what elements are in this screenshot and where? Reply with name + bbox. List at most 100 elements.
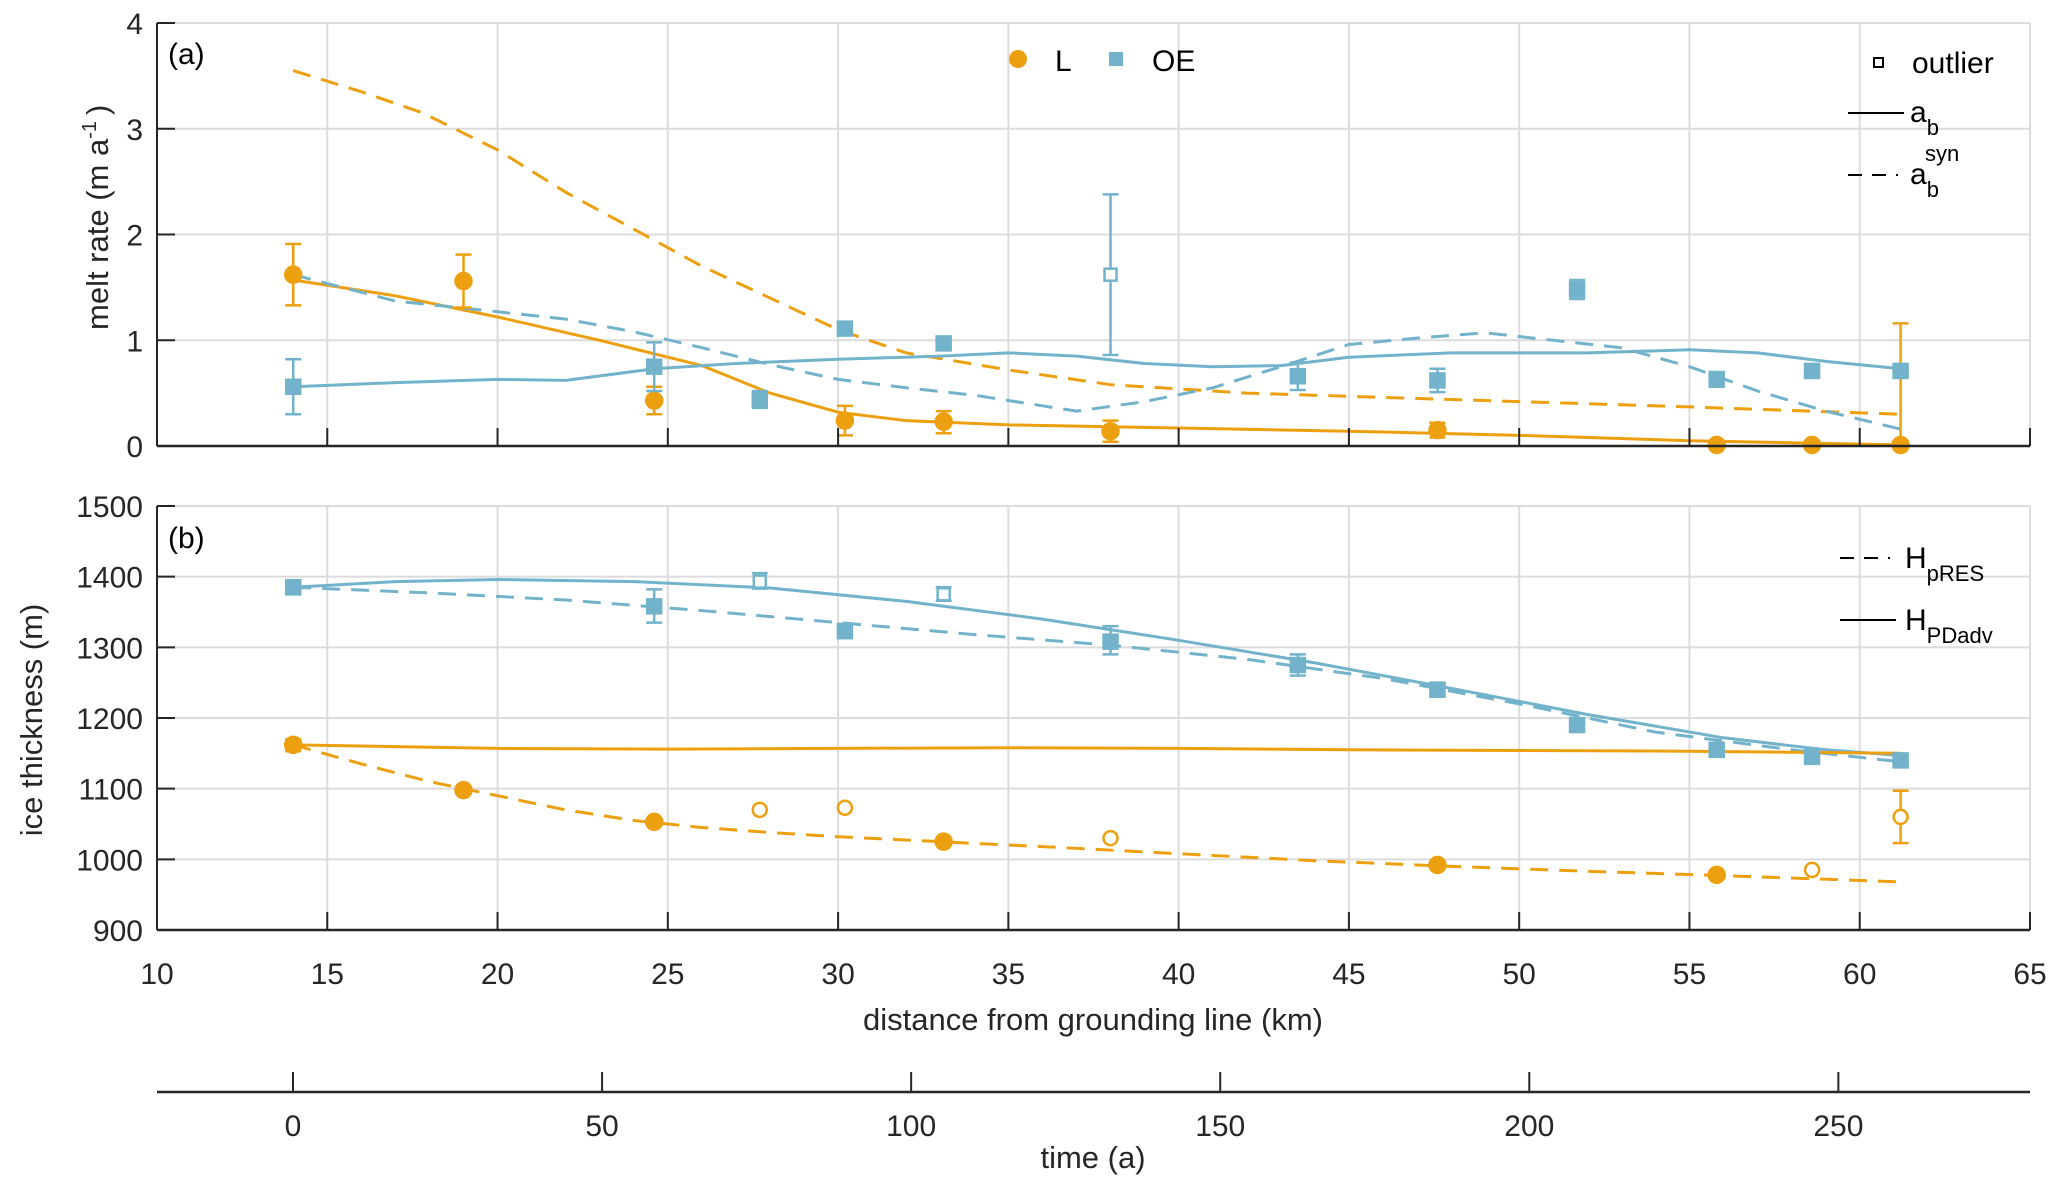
time-tick-label: 250 bbox=[1813, 1110, 1863, 1143]
time-tick-label: 150 bbox=[1195, 1110, 1245, 1143]
x-tick-label: 30 bbox=[821, 958, 854, 991]
data-point-L bbox=[1428, 855, 1447, 875]
legend-markers-a: L OE bbox=[1009, 45, 1195, 78]
legend-HPDadv-label: HPDadv bbox=[1905, 604, 1993, 648]
data-point-OE bbox=[1803, 748, 1821, 766]
points-layer bbox=[283, 193, 1910, 885]
data-point-OE bbox=[935, 335, 952, 352]
x-tick-label: 45 bbox=[1332, 958, 1365, 991]
data-point-L bbox=[934, 412, 953, 431]
legend-ab-label: ab bbox=[1910, 96, 1939, 140]
y-tick-label: 0 bbox=[126, 431, 143, 464]
legend-outlier-marker bbox=[1873, 57, 1884, 68]
data-point-OE bbox=[1708, 741, 1725, 759]
legend-L-marker bbox=[1009, 50, 1027, 68]
series-line-l-a-b bbox=[292, 278, 1901, 447]
data-point-OE bbox=[1429, 681, 1446, 698]
data-point-OE bbox=[284, 378, 302, 396]
data-point-OE bbox=[645, 598, 663, 615]
data-point-L bbox=[1892, 808, 1909, 826]
x-tick-label: 15 bbox=[311, 958, 344, 991]
y-tick-label: 1100 bbox=[78, 774, 143, 807]
data-point-OE bbox=[1103, 267, 1118, 282]
panel-a-label: (a) bbox=[168, 38, 205, 71]
series-line-l-h-pres bbox=[292, 743, 1901, 884]
data-point-OE bbox=[645, 358, 663, 375]
data-point-OE bbox=[836, 622, 854, 640]
legend-L-label: L bbox=[1055, 45, 1072, 78]
data-point-OE bbox=[936, 587, 951, 602]
x-tick-label: 10 bbox=[140, 958, 173, 991]
x-tick-label: 40 bbox=[1162, 958, 1195, 991]
data-point-L bbox=[1803, 861, 1821, 879]
legend-HpRES-label: HpRES bbox=[1905, 542, 1984, 586]
grid-layer bbox=[156, 22, 2031, 931]
series-line-oe-h-pres bbox=[293, 585, 1901, 764]
legend-OE-label: OE bbox=[1152, 45, 1195, 78]
data-point-L bbox=[835, 411, 855, 430]
y-tick-label: 900 bbox=[93, 915, 143, 948]
x-tick-label: 60 bbox=[1843, 958, 1876, 991]
y-tick-label: 4 bbox=[126, 8, 143, 41]
data-point-L bbox=[283, 735, 303, 755]
time-tick-label: 100 bbox=[886, 1110, 936, 1143]
data-point-OE bbox=[836, 320, 854, 337]
series-line-l-a-b-syn bbox=[292, 69, 1901, 416]
data-point-OE bbox=[1289, 367, 1307, 385]
data-point-L bbox=[1102, 829, 1119, 847]
data-point-OE bbox=[1708, 371, 1725, 388]
y-tick-label: 3 bbox=[126, 114, 143, 147]
data-point-L bbox=[751, 801, 769, 819]
y-axis-title-a-close: ) bbox=[80, 105, 115, 115]
y-tick-label: 1500 bbox=[76, 491, 143, 524]
data-point-OE bbox=[1429, 372, 1446, 389]
data-point-L bbox=[1428, 420, 1447, 440]
data-point-L bbox=[644, 812, 664, 832]
x-tick-label: 55 bbox=[1673, 958, 1706, 991]
time-tick-label: 200 bbox=[1504, 1110, 1554, 1143]
data-point-OE bbox=[1803, 362, 1821, 380]
data-point-L bbox=[454, 780, 473, 800]
data-point-OE bbox=[1568, 716, 1586, 734]
data-point-L bbox=[1101, 421, 1120, 441]
data-point-L bbox=[454, 271, 473, 291]
data-point-OE bbox=[1568, 281, 1586, 298]
y-axis-title-a-main: melt rate (m a bbox=[80, 138, 115, 330]
data-point-OE bbox=[1102, 633, 1119, 650]
legend-lines-b: HpRES HPDadv bbox=[1840, 542, 1993, 648]
x-tick-label: 25 bbox=[651, 958, 684, 991]
y-tick-label: 1000 bbox=[76, 844, 143, 877]
y-axis-title-a: melt rate (m a-1) bbox=[79, 105, 115, 330]
data-point-OE bbox=[1892, 752, 1909, 769]
legend-OE-marker bbox=[1109, 52, 1123, 66]
y-axis-title-a-sup: -1 bbox=[79, 121, 101, 139]
legend-lines-a: outlier ab absyn bbox=[1848, 47, 1994, 202]
x-tick-label: 65 bbox=[2013, 958, 2046, 991]
y-tick-label: 1300 bbox=[76, 632, 143, 665]
time-tick-label: 50 bbox=[585, 1110, 618, 1143]
x-axis-title: distance from grounding line (km) bbox=[863, 1002, 1323, 1037]
legend-outlier-label: outlier bbox=[1912, 47, 1994, 80]
y-tick-label: 1400 bbox=[76, 562, 143, 595]
series-line-oe-a-b-syn bbox=[292, 273, 1901, 431]
data-point-L bbox=[1707, 865, 1726, 885]
y-tick-label: 2 bbox=[126, 220, 143, 253]
data-point-OE bbox=[1892, 362, 1909, 380]
series-line-l-h-pdadv bbox=[293, 743, 1901, 755]
data-point-L bbox=[934, 832, 953, 851]
y-axis-title-b: ice thickness (m) bbox=[14, 604, 49, 837]
x-tick-label: 20 bbox=[481, 958, 514, 991]
time-axis-title: time (a) bbox=[1040, 1140, 1145, 1175]
lines-layer bbox=[292, 69, 1901, 884]
data-point-OE bbox=[751, 391, 769, 408]
time-tick-label: 0 bbox=[285, 1110, 302, 1143]
series-line-oe-h-pdadv bbox=[293, 578, 1901, 757]
data-point-L bbox=[836, 799, 854, 816]
data-point-OE bbox=[752, 574, 768, 589]
y-tick-label: 1200 bbox=[76, 703, 143, 736]
data-point-L bbox=[644, 391, 664, 410]
series-line-oe-a-b bbox=[293, 348, 1901, 389]
data-point-L bbox=[283, 265, 303, 284]
